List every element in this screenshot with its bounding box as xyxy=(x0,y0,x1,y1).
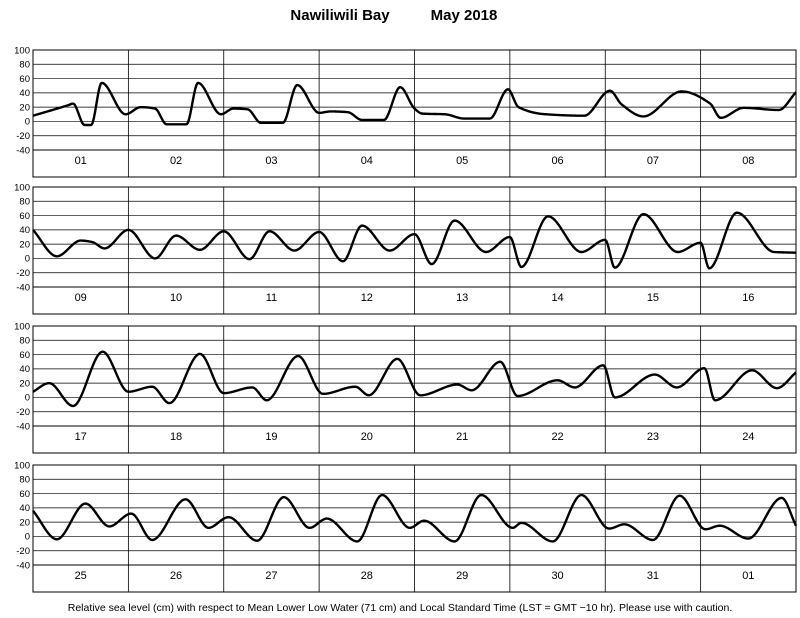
y-tick-label: 60 xyxy=(19,74,30,85)
tide-series-line xyxy=(32,81,797,127)
day-label: 03 xyxy=(265,155,277,167)
day-label-strip xyxy=(32,149,797,178)
y-tick-label: -20 xyxy=(16,268,30,279)
panel-2: 100 80 60 40 20 0 -20 -40 09 10 11 12 13 14 15 16 xyxy=(14,182,797,315)
panel-1: 100 80 60 40 20 0 -20 -40 01 02 03 04 05 06 07 08 xyxy=(14,45,797,178)
y-tick-label: -20 xyxy=(16,407,30,418)
day-label: 17 xyxy=(75,431,87,443)
day-label: 10 xyxy=(170,292,182,304)
day-label: 13 xyxy=(456,292,468,304)
day-label: 20 xyxy=(361,431,373,443)
day-label: 14 xyxy=(551,292,563,304)
chart-title: Nawiliwili Bay xyxy=(290,7,390,24)
day-label: 04 xyxy=(361,155,373,167)
chart-period: May 2018 xyxy=(431,7,498,24)
panel-4: 100 80 60 40 20 0 -20 -40 25 26 27 28 29 30 31 01 xyxy=(14,460,798,593)
day-label: 01 xyxy=(75,155,87,167)
day-label: 01 xyxy=(742,570,754,582)
y-tick-label: -40 xyxy=(16,145,30,156)
y-tick-label: 60 xyxy=(19,489,30,500)
day-label-strip xyxy=(32,425,797,454)
day-label: 09 xyxy=(75,292,87,304)
day-label: 30 xyxy=(551,570,563,582)
day-label: 22 xyxy=(551,431,563,443)
y-tick-label: -40 xyxy=(16,560,30,571)
y-tick-label: 100 xyxy=(14,321,30,332)
day-label-strip xyxy=(32,564,797,593)
day-label: 07 xyxy=(647,155,659,167)
day-label: 31 xyxy=(647,570,659,582)
y-tick-label: 60 xyxy=(19,211,30,222)
tide-series-line xyxy=(32,211,797,270)
tide-series-line xyxy=(32,350,797,408)
day-label: 11 xyxy=(266,292,277,304)
day-label: 24 xyxy=(742,431,754,443)
y-tick-label: 60 xyxy=(19,350,30,361)
y-tick-label: -40 xyxy=(16,282,30,293)
day-label: 26 xyxy=(170,570,182,582)
day-label: 15 xyxy=(647,292,659,304)
day-label: 23 xyxy=(647,431,659,443)
y-tick-label: 0 xyxy=(25,254,30,265)
day-label: 18 xyxy=(170,431,182,443)
day-label: 25 xyxy=(75,570,87,582)
day-label: 19 xyxy=(265,431,277,443)
y-tick-label: 100 xyxy=(14,460,30,471)
y-tick-label: 0 xyxy=(25,117,30,128)
day-label: 27 xyxy=(265,570,277,582)
day-label: 16 xyxy=(742,292,754,304)
y-tick-label: 20 xyxy=(19,517,30,528)
day-label: 05 xyxy=(456,155,468,167)
y-tick-label: 0 xyxy=(25,393,30,404)
y-tick-label: 20 xyxy=(19,239,30,250)
day-label: 02 xyxy=(170,155,182,167)
y-tick-label: -40 xyxy=(16,421,30,432)
y-tick-label: 100 xyxy=(14,182,30,193)
y-tick-label: 80 xyxy=(19,197,30,208)
y-tick-label: 40 xyxy=(19,225,30,236)
panel-3: 100 80 60 40 20 0 -20 -40 17 18 19 20 21 22 23 24 xyxy=(14,321,797,454)
y-tick-label: -20 xyxy=(16,546,30,557)
y-tick-label: -20 xyxy=(16,131,30,142)
y-tick-label: 40 xyxy=(19,503,30,514)
y-tick-label: 20 xyxy=(19,102,30,113)
y-tick-label: 80 xyxy=(19,60,30,71)
day-label: 21 xyxy=(456,431,468,443)
y-tick-label: 20 xyxy=(19,378,30,389)
day-label: 06 xyxy=(551,155,563,167)
y-tick-label: 40 xyxy=(19,364,30,375)
day-label: 08 xyxy=(742,155,754,167)
y-tick-label: 80 xyxy=(19,336,30,347)
day-label: 12 xyxy=(361,292,373,304)
day-label-strip xyxy=(32,286,797,315)
y-tick-label: 0 xyxy=(25,532,30,543)
y-tick-label: 100 xyxy=(14,45,30,56)
chart-footer: Relative sea level (cm) with respect to … xyxy=(68,602,733,614)
y-tick-label: 80 xyxy=(19,475,30,486)
day-label: 28 xyxy=(361,570,373,582)
day-label: 29 xyxy=(456,570,468,582)
y-tick-label: 40 xyxy=(19,88,30,99)
tide-series-line xyxy=(32,493,798,543)
